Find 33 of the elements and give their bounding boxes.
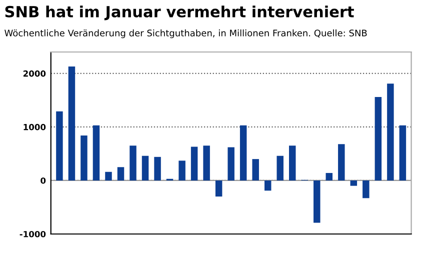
bar bbox=[240, 125, 247, 180]
bar bbox=[374, 96, 382, 180]
bar bbox=[203, 146, 210, 180]
bar bbox=[117, 167, 124, 180]
bar bbox=[314, 180, 320, 223]
bar bbox=[289, 146, 296, 180]
bar bbox=[252, 159, 259, 180]
bar bbox=[264, 180, 272, 191]
bar bbox=[326, 172, 333, 180]
bar bbox=[399, 125, 406, 180]
bar bbox=[80, 136, 88, 180]
bar bbox=[130, 146, 136, 180]
bar bbox=[228, 147, 234, 180]
bar bbox=[350, 180, 358, 186]
bar bbox=[105, 172, 112, 180]
chart-subtitle: Wöchentliche Veränderung der Sichtguthaben, in Millionen Franken. Quelle: SNB bbox=[4, 29, 367, 38]
bar bbox=[178, 160, 186, 180]
y-tick-label: 0 bbox=[40, 177, 46, 184]
y-tick-label: -1000 bbox=[20, 230, 46, 238]
y-tick-label: 1000 bbox=[24, 124, 46, 130]
bar bbox=[142, 156, 149, 180]
bar bbox=[276, 156, 284, 180]
bar bbox=[362, 180, 370, 198]
chart-title: SNB hat im Januar vermehrt interveniert bbox=[5, 6, 354, 20]
bar bbox=[154, 156, 161, 180]
bar bbox=[56, 111, 63, 180]
bar bbox=[190, 146, 198, 180]
bar bbox=[338, 144, 345, 180]
y-tick-label: 2000 bbox=[23, 70, 46, 77]
bar bbox=[68, 66, 76, 180]
bar bbox=[92, 125, 100, 180]
bar bbox=[387, 84, 394, 180]
bar bbox=[215, 180, 222, 197]
